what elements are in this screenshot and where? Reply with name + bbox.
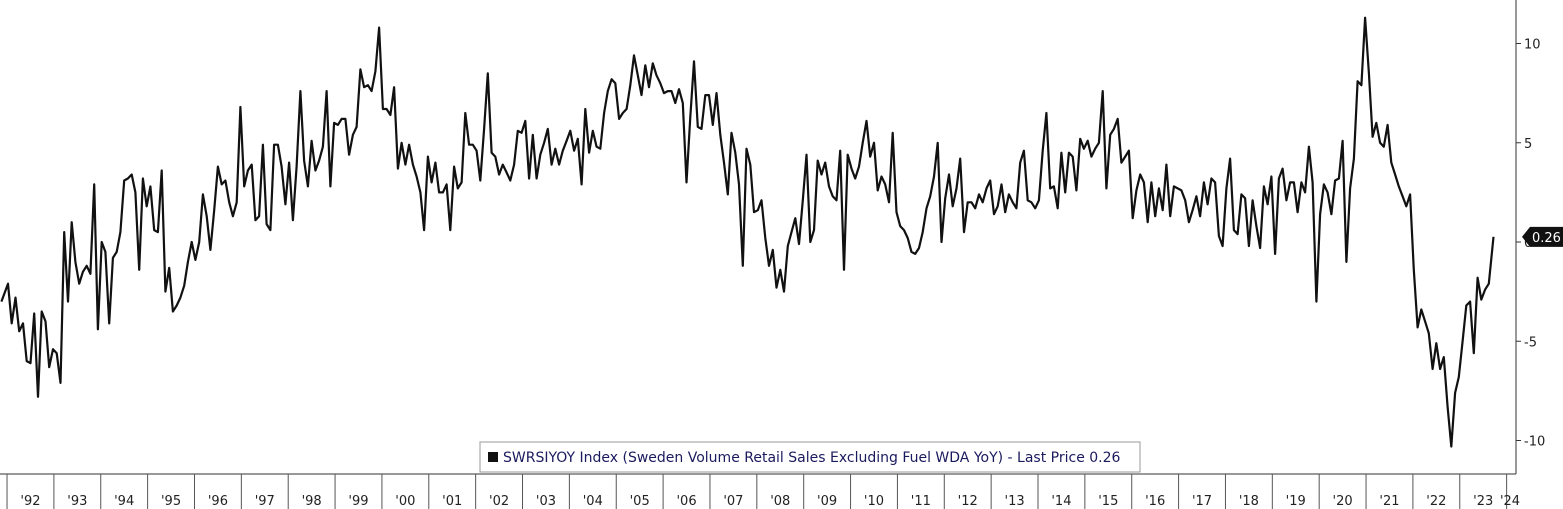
y-tick-label: 10: [1524, 38, 1541, 53]
x-tick-label: '93: [67, 494, 87, 509]
x-tick-label: '97: [255, 494, 275, 509]
x-tick-label: '15: [1098, 494, 1118, 509]
legend: SWRSIYOY Index (Sweden Volume Retail Sal…: [479, 441, 1141, 473]
x-tick-label: '99: [348, 494, 368, 509]
x-tick-label: '04: [583, 494, 603, 509]
x-tick-label: '11: [911, 494, 931, 509]
series-line: [0, 16, 1495, 448]
y-tick-label: -10: [1524, 435, 1545, 450]
y-tick-label: -5: [1524, 335, 1537, 350]
x-tick-label: '95: [161, 494, 181, 509]
x-tick-label: '09: [817, 494, 837, 509]
x-tick-label: '20: [1333, 494, 1353, 509]
x-tick-label: '24: [1500, 494, 1520, 509]
x-tick-label: '14: [1051, 494, 1071, 509]
legend-swatch: [488, 452, 498, 462]
x-tick-label: '01: [442, 494, 462, 509]
x-tick-label: '98: [302, 494, 322, 509]
x-tick-label: '02: [489, 494, 509, 509]
x-tick-label: '07: [723, 494, 743, 509]
x-tick-label: '03: [536, 494, 556, 509]
x-tick-label: '16: [1145, 494, 1165, 509]
x-tick-label: '13: [1005, 494, 1025, 509]
last-price-badge-shape: [1522, 226, 1563, 247]
x-tick-label: '08: [770, 494, 790, 509]
x-tick-label: '00: [395, 494, 415, 509]
x-tick-label: '23: [1473, 494, 1493, 509]
y-tick-label: 5: [1524, 137, 1532, 152]
x-tick-label: '12: [958, 494, 978, 509]
last-price-badge-text: 0.26: [1532, 231, 1561, 246]
x-axis: '92 '93 '94 '95 '96 '97 '98 '99 '00 '01 '02 '03 '04 '…: [0, 473, 1520, 509]
x-tick-label: '22: [1426, 494, 1446, 509]
legend-series-name: SWRSIYOY Index (Sweden Volume Retail Sal…: [503, 450, 1121, 466]
plot-area: [0, 16, 1495, 448]
x-tick-label: '10: [864, 494, 884, 509]
x-tick-label: '19: [1286, 494, 1306, 509]
legend-box: [479, 441, 1141, 473]
x-tick-label: '21: [1379, 494, 1399, 509]
last-price-badge: 0.26: [1522, 226, 1563, 247]
x-tick-label: '96: [208, 494, 228, 509]
x-tick-label: '94: [114, 494, 134, 509]
x-tick-label: '92: [20, 494, 40, 509]
x-tick-label: '06: [676, 494, 696, 509]
x-tick-label: '18: [1239, 494, 1259, 509]
x-tick-label: '17: [1192, 494, 1212, 509]
x-tick-label: '05: [630, 494, 650, 509]
